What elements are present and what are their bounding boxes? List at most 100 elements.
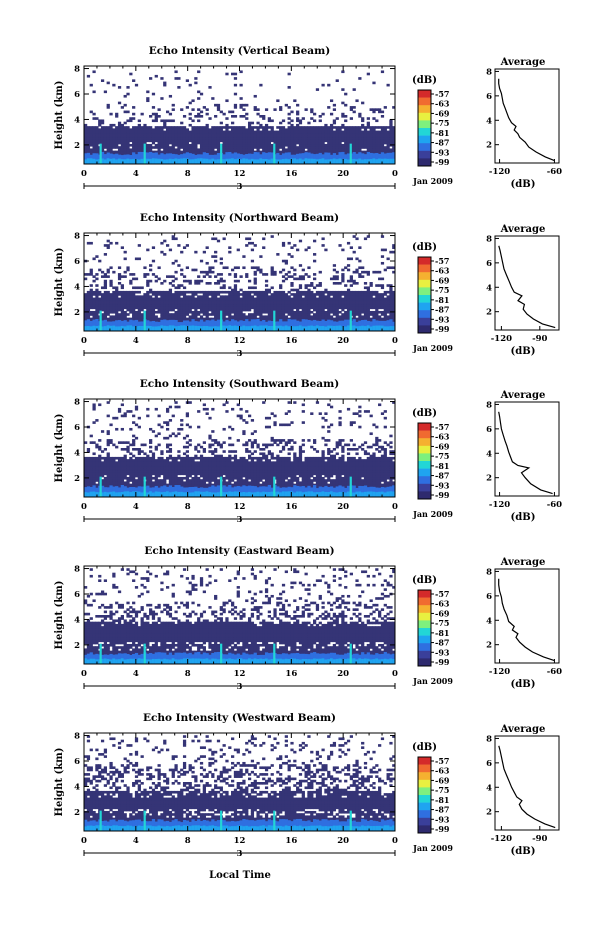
heatmap-cell: [369, 108, 373, 111]
heatmap-cell: [372, 135, 376, 138]
heatmap-cell: [160, 139, 164, 143]
heatmap-cell: [216, 290, 221, 294]
heatmap-cell: [199, 302, 204, 305]
heatmap-cell: [247, 150, 252, 154]
heatmap-cell: [383, 132, 387, 136]
heatmap-cell: [380, 135, 385, 138]
heatmap-cell: [168, 132, 173, 136]
heatmap-cell: [112, 135, 116, 138]
heatmap-cell: [117, 141, 122, 145]
heatmap-cell: [115, 141, 119, 145]
heatmap-cell: [92, 317, 96, 321]
heatmap-cell: [324, 130, 328, 134]
heatmap-cell: [177, 295, 181, 298]
heatmap-cell: [171, 139, 175, 143]
heatmap-cell: [208, 132, 212, 136]
heatmap-cell: [313, 273, 317, 276]
heatmap-cell: [120, 297, 124, 301]
heatmap-cell: [132, 306, 136, 310]
heatmap-cell: [259, 268, 263, 272]
heatmap-cell: [157, 150, 161, 154]
heatmap-cell: [324, 132, 328, 136]
heatmap-cell: [115, 304, 119, 307]
heatmap-cell: [151, 313, 156, 316]
heatmap-cell: [273, 141, 277, 145]
heatmap-cell: [160, 137, 164, 140]
heatmap-cell: [276, 139, 280, 143]
heatmap-cell: [335, 117, 339, 120]
heatmap-cell: [301, 141, 305, 145]
heatmap-cell: [335, 143, 339, 147]
echo-cell: [163, 159, 167, 164]
heatmap-cell: [242, 317, 246, 321]
heatmap-cell: [296, 288, 300, 292]
heatmap-cell: [344, 115, 348, 118]
echo-cell: [231, 325, 235, 331]
heatmap-cell: [194, 135, 198, 138]
heatmap-cell: [233, 297, 238, 301]
heatmap-cell: [92, 257, 96, 261]
heatmap-cell: [174, 132, 178, 136]
heatmap-cell: [318, 143, 322, 147]
heatmap-cell: [219, 304, 223, 307]
echo-cell: [137, 151, 141, 164]
heatmap-cell: [389, 150, 393, 154]
heatmap-cell: [185, 279, 190, 283]
heatmap-cell: [222, 141, 226, 145]
heatmap-cell: [106, 308, 110, 312]
heatmap-cell: [375, 146, 379, 149]
colorbar-tick-label: -57: [435, 89, 449, 99]
heatmap-cell: [199, 270, 204, 274]
heatmap-cell: [313, 130, 317, 134]
heatmap-cell: [355, 132, 359, 136]
heatmap-cell: [284, 103, 288, 107]
heatmap-cell: [171, 141, 175, 145]
heatmap-cell: [205, 130, 209, 134]
heatmap-cell: [163, 304, 167, 307]
heatmap-cell: [120, 132, 124, 136]
heatmap-cell: [222, 313, 226, 316]
heatmap-cell: [245, 299, 249, 303]
heatmap-cell: [386, 148, 390, 152]
heatmap-cell: [245, 135, 249, 138]
heatmap-cell: [287, 275, 291, 278]
heatmap-cell: [247, 123, 252, 127]
heatmap-cell: [352, 250, 356, 254]
heatmap-cell: [208, 313, 212, 316]
heatmap-cell: [188, 143, 192, 147]
heatmap-cell: [287, 106, 291, 109]
heatmap-cell: [115, 139, 119, 143]
heatmap-cell: [143, 293, 147, 296]
heatmap-cell: [225, 143, 229, 147]
heatmap-cell: [225, 117, 229, 120]
heatmap-cell: [298, 146, 303, 149]
heatmap-cell: [143, 304, 147, 307]
heatmap-cell: [157, 108, 161, 111]
heatmap-cell: [273, 130, 277, 134]
echo-cell: [369, 159, 373, 164]
heatmap-cell: [126, 268, 130, 272]
heatmap-cell: [211, 130, 215, 134]
heatmap-cell: [239, 128, 243, 131]
heatmap-cell: [123, 299, 127, 303]
heatmap-cell: [247, 286, 252, 290]
echo-cell: [112, 158, 116, 164]
heatmap-cell: [163, 135, 167, 138]
heatmap-cell: [329, 146, 334, 149]
heatmap-cell: [355, 128, 359, 131]
heatmap-cell: [126, 266, 130, 270]
heatmap-cell: [202, 310, 206, 314]
heatmap-cell: [346, 279, 351, 283]
echo-cell: [380, 152, 385, 164]
heatmap-cell: [151, 259, 156, 263]
heatmap-cell: [222, 132, 226, 136]
heatmap-cell: [383, 137, 387, 140]
heatmap-cell: [231, 268, 235, 272]
heatmap-cell: [137, 130, 141, 134]
heatmap-cell: [112, 297, 116, 301]
heatmap-cell: [327, 106, 331, 109]
heatmap-cell: [208, 148, 212, 152]
heatmap-cell: [92, 130, 96, 134]
heatmap-cell: [109, 297, 113, 301]
echo-cell: [115, 326, 119, 331]
